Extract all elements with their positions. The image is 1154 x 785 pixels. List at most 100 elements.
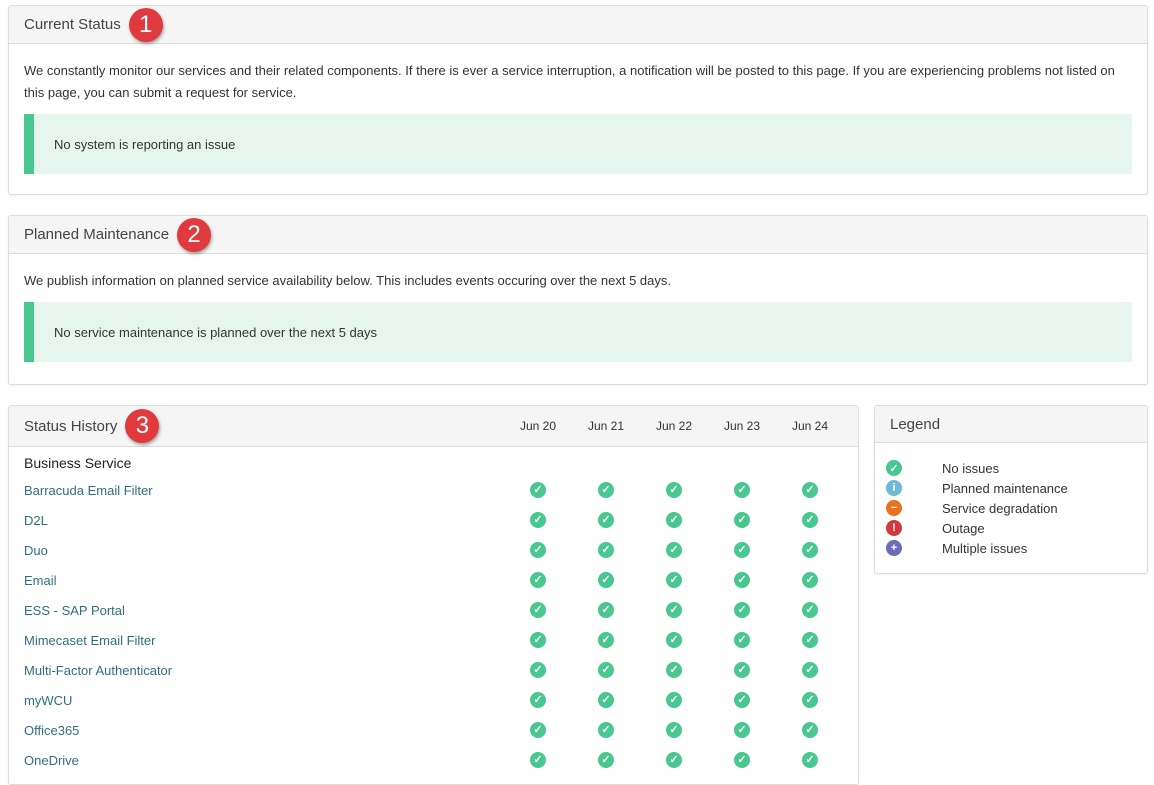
status-cell[interactable]: ✓	[640, 631, 708, 648]
check-circle-icon: ✓	[802, 721, 818, 738]
status-cell[interactable]: ✓	[572, 721, 640, 738]
status-cell[interactable]: ✓	[572, 691, 640, 708]
legend-label: No issues	[942, 460, 1000, 476]
check-circle-icon: ✓	[598, 691, 614, 708]
status-cell[interactable]: ✓	[776, 631, 844, 648]
status-cell[interactable]: ✓	[572, 511, 640, 528]
status-cell[interactable]: ✓	[504, 721, 572, 738]
status-cell[interactable]: ✓	[640, 691, 708, 708]
check-circle-icon: ✓	[734, 751, 750, 768]
status-cell[interactable]: ✓	[776, 601, 844, 618]
status-cell[interactable]: ✓	[708, 541, 776, 558]
status-cell[interactable]: ✓	[708, 481, 776, 498]
status-cell[interactable]: ✓	[776, 541, 844, 558]
service-link[interactable]: Multi-Factor Authenticator	[24, 662, 173, 678]
check-circle-icon: ✓	[530, 541, 546, 558]
status-cell[interactable]: ✓	[708, 721, 776, 738]
service-link[interactable]: myWCU	[24, 692, 73, 708]
date-header: Jun 21	[587, 419, 625, 433]
status-cell[interactable]: ✓	[640, 601, 708, 618]
status-cell[interactable]: ✓	[572, 601, 640, 618]
date-header: Jun 24	[791, 419, 829, 433]
panel-title: Legend	[890, 415, 941, 433]
service-link[interactable]: Duo	[24, 542, 48, 558]
status-cell[interactable]: ✓	[708, 631, 776, 648]
current-status-panel: Current Status 1 We constantly monitor ou…	[8, 5, 1148, 195]
status-cell[interactable]: ✓	[776, 751, 844, 768]
status-cell[interactable]: ✓	[776, 691, 844, 708]
status-cell[interactable]: ✓	[640, 511, 708, 528]
check-circle-icon: ✓	[734, 631, 750, 648]
status-cell[interactable]: ✓	[708, 751, 776, 768]
status-cell[interactable]: ✓	[572, 751, 640, 768]
service-link[interactable]: Email	[24, 572, 57, 588]
status-cell[interactable]: ✓	[504, 601, 572, 618]
minus-circle-icon: −	[886, 500, 902, 516]
status-cell[interactable]: ✓	[504, 511, 572, 528]
status-cell[interactable]: ✓	[640, 541, 708, 558]
legend-label: Service degradation	[942, 500, 1058, 516]
check-circle-icon: ✓	[530, 481, 546, 498]
status-cell[interactable]: ✓	[708, 571, 776, 588]
status-cell[interactable]: ✓	[708, 511, 776, 528]
status-cell[interactable]: ✓	[708, 661, 776, 678]
status-cell[interactable]: ✓	[572, 631, 640, 648]
panel-title: Planned Maintenance	[24, 226, 170, 243]
status-cell[interactable]: ✓	[776, 571, 844, 588]
panel-header: Legend	[875, 406, 1147, 443]
status-cell[interactable]: ✓	[504, 691, 572, 708]
status-cell[interactable]: ✓	[776, 511, 844, 528]
check-circle-icon: ✓	[734, 481, 750, 498]
check-circle-icon: ✓	[530, 721, 546, 738]
service-link[interactable]: Office365	[24, 722, 80, 738]
status-cell[interactable]: ✓	[640, 751, 708, 768]
service-link[interactable]: Mimecaset Email Filter	[24, 632, 156, 648]
check-circle-icon: ✓	[598, 661, 614, 678]
check-circle-icon: ✓	[802, 691, 818, 708]
panel-header: Status History 3	[9, 406, 858, 447]
status-cell[interactable]: ✓	[640, 661, 708, 678]
status-cell[interactable]: ✓	[504, 661, 572, 678]
check-circle-icon: ✓	[530, 601, 546, 618]
status-cell[interactable]: ✓	[640, 571, 708, 588]
check-circle-icon: ✓	[598, 571, 614, 588]
callout-badge: 3	[125, 409, 160, 443]
check-circle-icon: ✓	[598, 541, 614, 558]
check-circle-icon: ✓	[666, 721, 682, 738]
check-circle-icon: ✓	[598, 751, 614, 768]
status-cell[interactable]: ✓	[640, 481, 708, 498]
service-link[interactable]: D2L	[24, 512, 48, 528]
status-cell[interactable]: ✓	[572, 541, 640, 558]
check-circle-icon: ✓	[666, 481, 682, 498]
status-cell[interactable]: ✓	[504, 481, 572, 498]
callout-badge: 2	[177, 217, 212, 252]
check-circle-icon: ✓	[598, 721, 614, 738]
status-cell[interactable]: ✓	[708, 691, 776, 708]
status-cell[interactable]: ✓	[572, 481, 640, 498]
service-link[interactable]: OneDrive	[24, 752, 79, 768]
status-cell[interactable]: ✓	[776, 481, 844, 498]
status-cell[interactable]: ✓	[572, 571, 640, 588]
check-circle-icon: ✓	[666, 691, 682, 708]
status-cell[interactable]: ✓	[708, 601, 776, 618]
legend-label: Planned maintenance	[942, 480, 1068, 496]
status-cell[interactable]: ✓	[504, 751, 572, 768]
service-link[interactable]: ESS - SAP Portal	[24, 602, 125, 618]
status-cell[interactable]: ✓	[504, 541, 572, 558]
check-circle-icon: ✓	[598, 511, 614, 528]
status-cell[interactable]: ✓	[640, 721, 708, 738]
status-cell[interactable]: ✓	[776, 661, 844, 678]
status-cell[interactable]: ✓	[504, 631, 572, 648]
check-circle-icon: ✓	[802, 751, 818, 768]
check-circle-icon: ✓	[802, 631, 818, 648]
check-circle-icon: ✓	[802, 571, 818, 588]
status-cell[interactable]: ✓	[572, 661, 640, 678]
panel-header: Current Status 1	[9, 6, 1147, 44]
status-cell[interactable]: ✓	[776, 721, 844, 738]
check-circle-icon: ✓	[598, 601, 614, 618]
service-link[interactable]: Barracuda Email Filter	[24, 482, 153, 498]
section-heading: Business Service	[24, 455, 132, 471]
legend-label: Multiple issues	[942, 540, 1028, 556]
check-circle-icon: ✓	[802, 511, 818, 528]
status-cell[interactable]: ✓	[504, 571, 572, 588]
